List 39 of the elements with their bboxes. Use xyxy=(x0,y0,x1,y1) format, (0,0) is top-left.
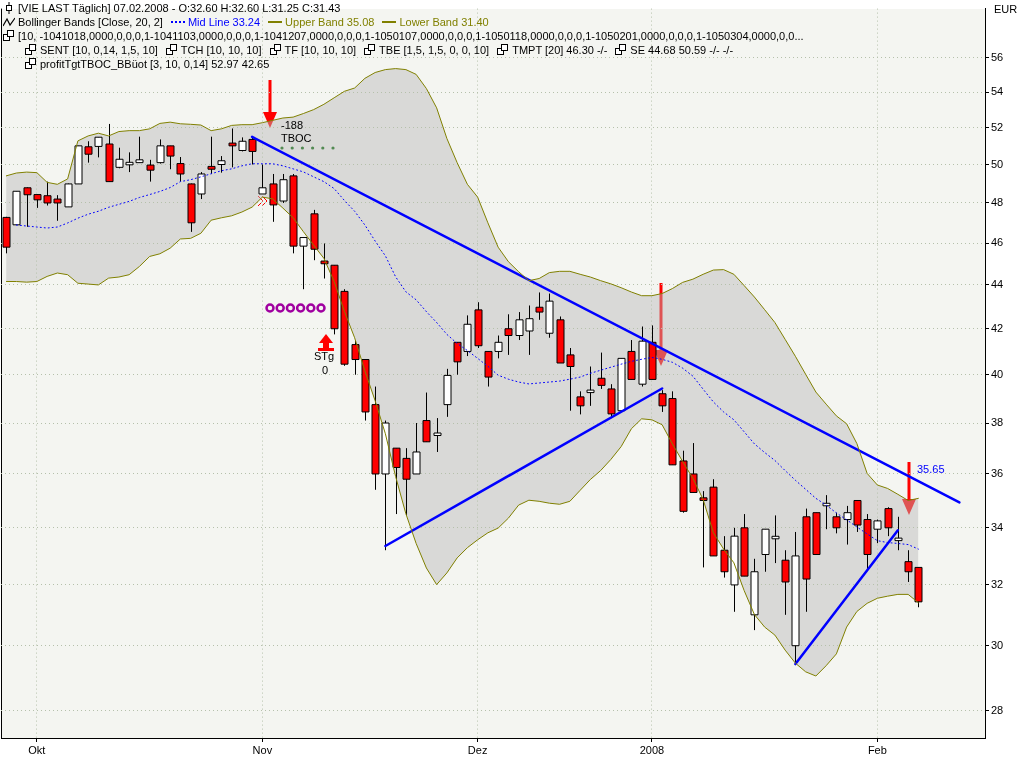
legend-title: Bollinger Bands [Close, 20, 2] xyxy=(18,15,163,29)
annotation: 35.65 xyxy=(917,463,945,476)
annotation: TBOC xyxy=(281,132,312,144)
annotation: -188 xyxy=(281,119,304,131)
y-tick-label: 28 xyxy=(991,703,1004,716)
y-tick-label: 36 xyxy=(991,466,1004,479)
legend-label: Upper Band 35.08 xyxy=(285,15,375,29)
annotation: TF [10, 10, 10] xyxy=(284,43,357,57)
y-tick-label: 54 xyxy=(991,85,1004,98)
annotation: 0 xyxy=(322,364,329,376)
legend-label: Lower Band 31.40 xyxy=(399,15,489,29)
x-tick-label: 2008 xyxy=(639,743,665,756)
y-tick-label: 38 xyxy=(991,416,1004,429)
y-tick-label: 50 xyxy=(991,157,1004,170)
x-tick-label: Okt xyxy=(28,743,46,756)
annotation: SENT [10, 0,14, 1,5, 10] xyxy=(40,43,158,57)
annotation: TCH [10, 10, 10] xyxy=(180,43,262,57)
annotation: TMPT [20] 46.30 -/- xyxy=(512,43,608,57)
x-tick-label: Dez xyxy=(467,743,488,756)
annotation: [10, -1041018,0000,0,0,0,1-1041103,0000,0,0,0,1-1041207,0000,0,0,0,1-1050107,0000,0,0,0,1-1050118,0000,0,0,0,1-1050201,0000,0,0,0,1-1050304,0000,0,0... xyxy=(18,29,804,43)
y-tick-label: 42 xyxy=(991,321,1004,334)
y-axis-title: EUR xyxy=(994,3,1018,15)
y-tick-label: 46 xyxy=(991,236,1004,249)
y-tick-label: 52 xyxy=(991,120,1004,133)
y-tick-label: 56 xyxy=(991,50,1004,63)
legend-label: Mid Line 33.24 xyxy=(187,15,261,29)
y-tick-label: 32 xyxy=(991,577,1004,590)
annotation: SE 44.68 50.59 -/- -/- xyxy=(630,43,734,57)
annotation: profitTgtTBOC_BBüot [3, 10, 0,14] 52.97 42.65 xyxy=(40,57,270,71)
y-tick-label: 30 xyxy=(991,638,1004,651)
x-tick-label: Feb xyxy=(867,743,887,756)
y-tick-label: 48 xyxy=(991,196,1004,208)
annotation: STg xyxy=(314,350,335,362)
annotation: TBE [1,5, 1,5, 0, 0, 10] xyxy=(379,43,490,57)
y-tick-label: 44 xyxy=(991,277,1004,290)
x-tick-label: Nov xyxy=(252,743,273,756)
chart-title: [VIE LAST Täglich] 07.02.2008 - O:32.60 H:32.60 L:31.25 C:31.43 xyxy=(18,1,341,15)
y-tick-label: 40 xyxy=(991,367,1004,380)
y-tick-label: 34 xyxy=(991,520,1004,533)
